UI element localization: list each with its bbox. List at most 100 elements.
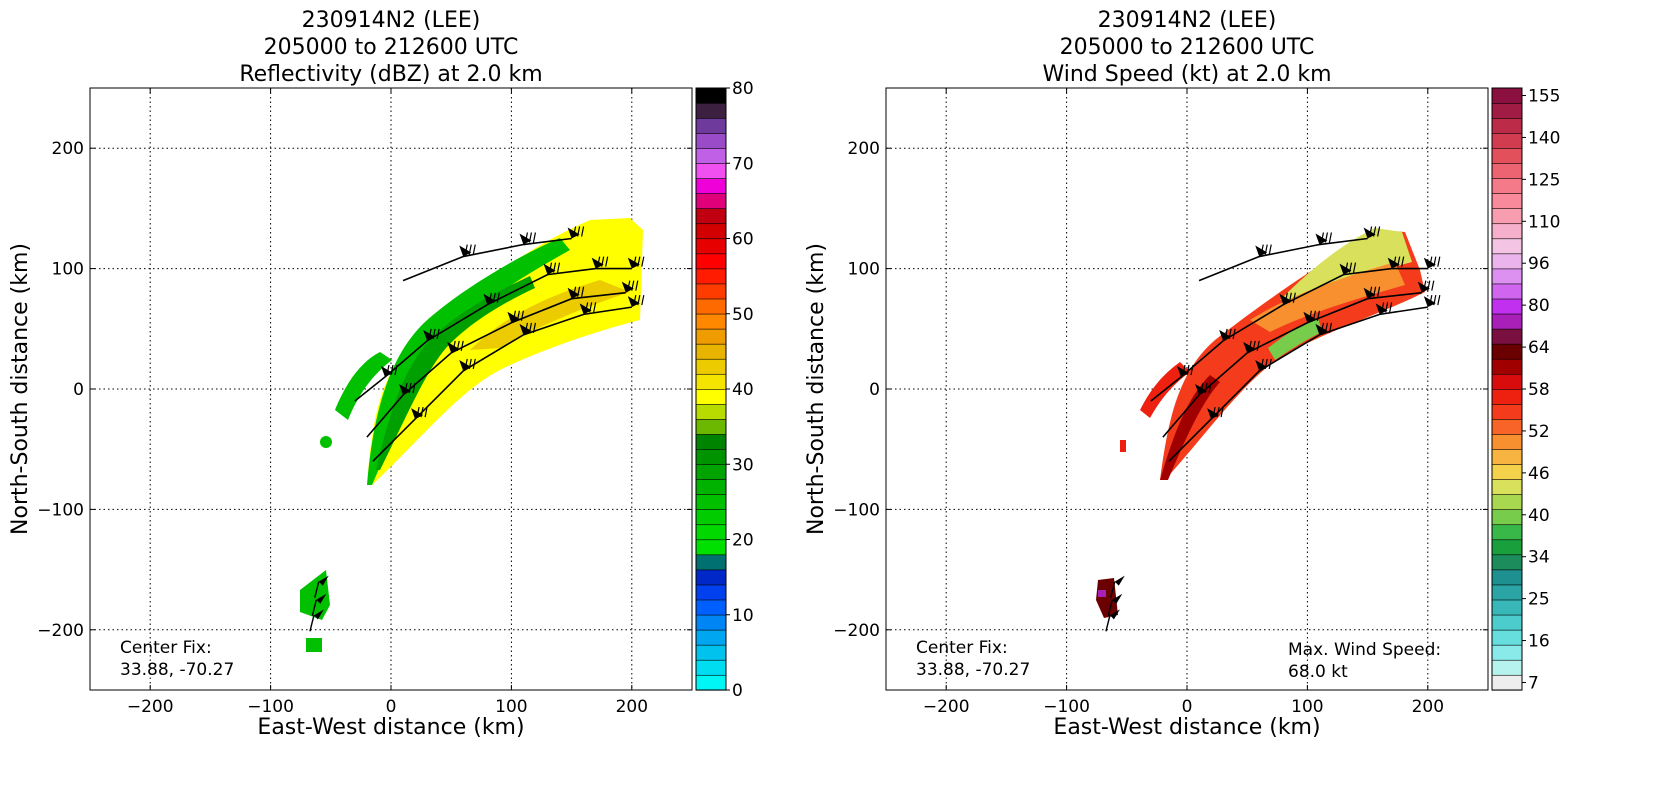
wind-barb-feather — [520, 310, 524, 321]
colorbar-segment — [695, 569, 727, 586]
colorbar-segment — [1491, 554, 1523, 571]
wind-barb-feather — [1429, 256, 1433, 267]
colorbar-tick-label: 125 — [1528, 170, 1560, 190]
wind-barb-feather — [1204, 382, 1208, 394]
colorbar-segment — [1491, 644, 1523, 661]
max-wind-label: Max. Wind Speed: — [1288, 640, 1441, 660]
wind-barb-feather — [1190, 364, 1194, 376]
colorbar-segment — [695, 87, 727, 104]
wind-barb-feather — [1182, 364, 1186, 376]
echo-band-core — [470, 280, 630, 350]
colorbar-tick-label: 70 — [732, 154, 754, 174]
colorbar-segment — [695, 298, 727, 315]
colorbar-tick-label: 16 — [1528, 632, 1550, 652]
colorbar-segment — [1491, 162, 1523, 179]
wind-barbs — [309, 226, 645, 632]
colorbar-segment — [695, 674, 727, 691]
colorbar-segment — [1491, 343, 1523, 360]
wind-barb-feather — [390, 364, 394, 376]
wind-barb-feather — [556, 262, 561, 273]
wind-barb-feather — [1284, 292, 1288, 303]
wind-barb-feather — [1427, 280, 1431, 291]
wind-barb-feather — [1431, 280, 1435, 291]
colorbar-segment — [1491, 569, 1523, 586]
wind-barb-feather — [1393, 256, 1397, 267]
colorbar-segment — [1491, 313, 1523, 330]
wind-barb-feather — [1200, 382, 1204, 394]
wind-barb-flag — [1363, 287, 1376, 299]
echo-west-cell — [320, 436, 332, 448]
wind-barb-feather — [1397, 256, 1401, 267]
chart-title-line-2: 205000 to 212600 UTC — [1060, 35, 1315, 60]
colorbar-segment — [1491, 659, 1523, 676]
colorbar-segment — [695, 268, 727, 285]
colorbar-segment — [695, 313, 727, 330]
wind-barb-feather — [1308, 310, 1312, 321]
colorbar-tick-label: 80 — [1528, 296, 1550, 316]
wind-speed-panel: 230914N2 (LEE) 205000 to 212600 UTC Wind… — [804, 8, 1560, 740]
axes: −200 −100 0 100 200 −200 −100 0 100 200 — [833, 87, 1489, 717]
colorbar-tick-label: 80 — [732, 79, 754, 99]
wind-barb-feather — [1248, 340, 1252, 351]
wind-barb-shaft — [1107, 599, 1114, 616]
colorbar-segment — [695, 208, 727, 225]
grid-lines — [90, 88, 692, 690]
wind-barb-feather — [412, 382, 416, 394]
colorbar-segment — [1491, 298, 1523, 315]
wind-barb-feather — [1344, 262, 1349, 273]
y-axis-label: North-South distance (km) — [804, 243, 829, 535]
wind-barb-feather — [408, 382, 412, 394]
wind-barb-feather — [1260, 244, 1264, 255]
wind-barb-feather — [1437, 256, 1441, 267]
colorbar-tick-label: 96 — [1528, 254, 1550, 274]
y-tick-label: 200 — [52, 139, 84, 159]
y-tick-label: −100 — [37, 500, 84, 520]
colorbar-segment — [1491, 448, 1523, 465]
colorbar-segment — [1491, 524, 1523, 541]
wind-barb-feather — [404, 382, 408, 394]
colorbar-segment — [695, 463, 727, 480]
colorbar-segment — [1491, 238, 1523, 255]
wind-barb-shaft — [1162, 291, 1422, 438]
wind-barb-flag — [543, 263, 556, 275]
wind-barb-flag — [1387, 257, 1400, 269]
wind-barb-feather — [637, 256, 641, 267]
x-tick-label: 0 — [386, 697, 397, 717]
colorbar-segment — [1491, 268, 1523, 285]
wind-barb-feather — [1433, 295, 1437, 306]
wind-barb-feather — [627, 280, 631, 291]
x-tick-label: 0 — [1182, 697, 1193, 717]
colorbar-segment — [695, 418, 727, 435]
wind-barb-flag — [316, 593, 327, 604]
wind-barb-feather — [1264, 358, 1268, 370]
wind-barb-flag — [423, 329, 436, 341]
wind-barb-feather — [631, 280, 635, 291]
wind-barb-feather — [532, 322, 537, 333]
wind-barb-feather — [452, 340, 456, 351]
wind-barb-flag — [1417, 281, 1430, 293]
colorbar-segment — [695, 373, 727, 390]
wind-barb-shaft — [366, 291, 626, 438]
wind-barb-flag — [483, 293, 496, 305]
wind-barb-flag — [627, 257, 640, 269]
wind-barb-feather — [633, 295, 637, 306]
colorbar-segment — [1491, 358, 1523, 375]
wind-barb-flag — [1339, 263, 1352, 275]
colorbar-segment — [1491, 373, 1523, 390]
chart-title-line-3: Wind Speed (kt) at 2.0 km — [1042, 62, 1331, 87]
wind-barb-feather — [1385, 302, 1389, 313]
colorbar-segment — [695, 644, 727, 661]
y-tick-label: 100 — [848, 260, 880, 280]
colorbar-segment — [695, 554, 727, 571]
colorbar-tick-label: 64 — [1528, 338, 1550, 358]
wind-barb-feather — [573, 226, 577, 237]
wind-barb-flag — [1176, 365, 1189, 377]
wind-barb-feather — [416, 406, 420, 418]
colorbar-segment — [695, 599, 727, 616]
wind-barb-feather — [1373, 286, 1377, 297]
wind-barb-feather — [1292, 292, 1296, 303]
wind-barb-shaft — [311, 599, 318, 616]
reflectivity-field — [300, 218, 643, 652]
wind-barb-flag — [313, 609, 324, 620]
wind-barb-feather — [605, 256, 609, 267]
